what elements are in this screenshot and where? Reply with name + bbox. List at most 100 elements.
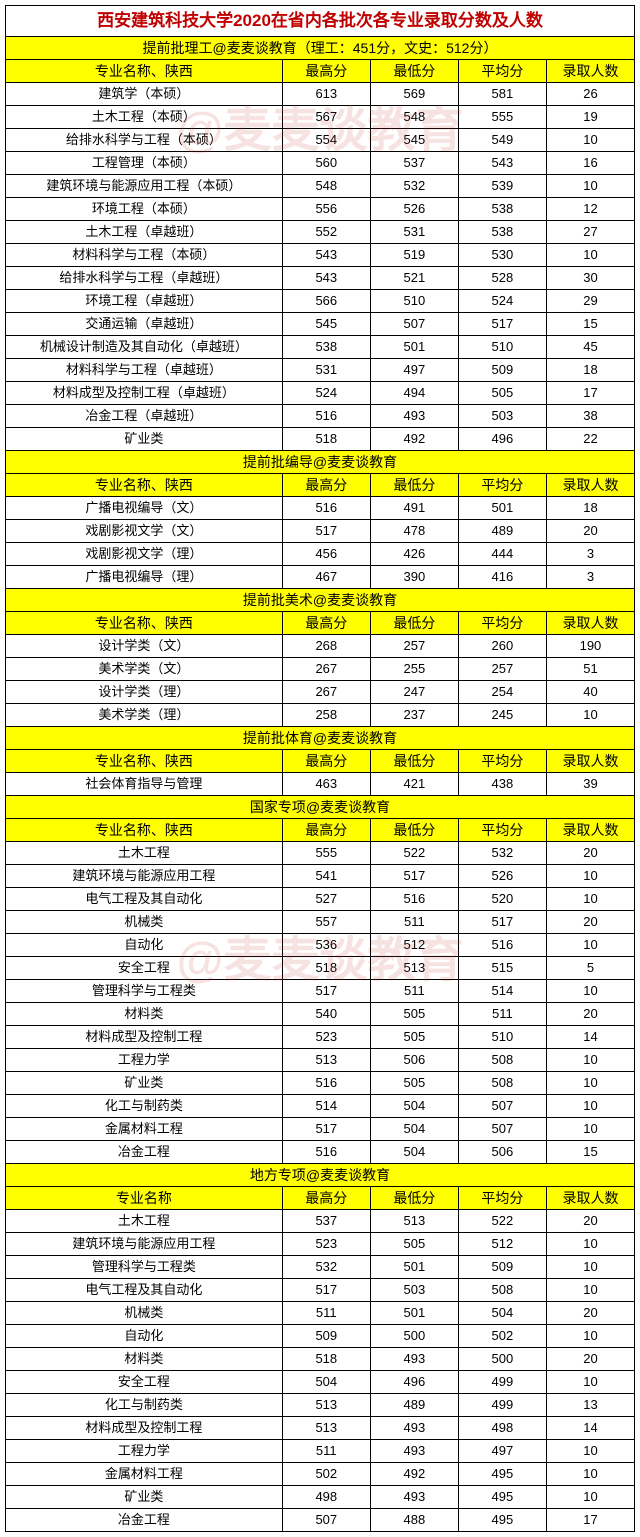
cell-min: 478: [370, 520, 458, 543]
col-header-avg: 平均分: [458, 612, 546, 635]
cell-max: 536: [282, 934, 370, 957]
cell-avg: 539: [458, 175, 546, 198]
cell-min: 513: [370, 1210, 458, 1233]
cell-count: 17: [546, 382, 634, 405]
cell-max: 555: [282, 842, 370, 865]
cell-avg: 504: [458, 1302, 546, 1325]
cell-major: 建筑环境与能源应用工程: [6, 865, 283, 888]
table-row: 材料科学与工程（本硕）54351953010: [6, 244, 635, 267]
col-header-max: 最高分: [282, 474, 370, 497]
cell-min: 511: [370, 980, 458, 1003]
cell-avg: 438: [458, 773, 546, 796]
cell-count: 20: [546, 1210, 634, 1233]
cell-avg: 444: [458, 543, 546, 566]
col-header-max: 最高分: [282, 819, 370, 842]
cell-major: 安全工程: [6, 957, 283, 980]
cell-min: 255: [370, 658, 458, 681]
cell-avg: 517: [458, 313, 546, 336]
cell-major: 电气工程及其自动化: [6, 1279, 283, 1302]
cell-min: 504: [370, 1095, 458, 1118]
cell-min: 537: [370, 152, 458, 175]
table-row: 电气工程及其自动化51750350810: [6, 1279, 635, 1302]
cell-count: 10: [546, 129, 634, 152]
table-row: 戏剧影视文学（理）4564264443: [6, 543, 635, 566]
col-header-min: 最低分: [370, 612, 458, 635]
cell-count: 10: [546, 1072, 634, 1095]
table-row: 安全工程5185135155: [6, 957, 635, 980]
cell-count: 15: [546, 1141, 634, 1164]
table-row: 冶金工程51650450615: [6, 1141, 635, 1164]
table-row: 材料类54050551120: [6, 1003, 635, 1026]
cell-max: 537: [282, 1210, 370, 1233]
section-header: 地方专项@麦麦谈教育: [6, 1164, 635, 1187]
cell-major: 电气工程及其自动化: [6, 888, 283, 911]
cell-max: 516: [282, 1072, 370, 1095]
col-header-name: 专业名称: [6, 1187, 283, 1210]
cell-avg: 505: [458, 382, 546, 405]
cell-count: 10: [546, 1256, 634, 1279]
cell-max: 511: [282, 1440, 370, 1463]
table-row: 材料类51849350020: [6, 1348, 635, 1371]
table-row: 化工与制药类51450450710: [6, 1095, 635, 1118]
cell-min: 493: [370, 1486, 458, 1509]
col-header-max: 最高分: [282, 1187, 370, 1210]
cell-min: 519: [370, 244, 458, 267]
cell-avg: 498: [458, 1417, 546, 1440]
cell-avg: 257: [458, 658, 546, 681]
cell-min: 531: [370, 221, 458, 244]
cell-max: 613: [282, 83, 370, 106]
table-row: 建筑环境与能源应用工程（本硕）54853253910: [6, 175, 635, 198]
cell-min: 488: [370, 1509, 458, 1532]
cell-major: 安全工程: [6, 1371, 283, 1394]
cell-max: 507: [282, 1509, 370, 1532]
table-row: 给排水科学与工程（卓越班）54352152830: [6, 267, 635, 290]
cell-avg: 522: [458, 1210, 546, 1233]
section-header: 提前批体育@麦麦谈教育: [6, 727, 635, 750]
cell-major: 材料类: [6, 1348, 283, 1371]
cell-count: 20: [546, 1003, 634, 1026]
cell-major: 材料成型及控制工程（卓越班）: [6, 382, 283, 405]
cell-max: 456: [282, 543, 370, 566]
table-row: 工程管理（本硕）56053754316: [6, 152, 635, 175]
cell-count: 40: [546, 681, 634, 704]
cell-max: 258: [282, 704, 370, 727]
cell-max: 513: [282, 1417, 370, 1440]
cell-min: 491: [370, 497, 458, 520]
col-header-min: 最低分: [370, 60, 458, 83]
cell-max: 532: [282, 1256, 370, 1279]
cell-avg: 508: [458, 1072, 546, 1095]
cell-count: 10: [546, 888, 634, 911]
cell-min: 497: [370, 359, 458, 382]
table-row: 机械类55751151720: [6, 911, 635, 934]
cell-min: 521: [370, 267, 458, 290]
cell-max: 518: [282, 957, 370, 980]
cell-min: 504: [370, 1141, 458, 1164]
cell-count: 10: [546, 1233, 634, 1256]
cell-min: 237: [370, 704, 458, 727]
cell-major: 建筑环境与能源应用工程（本硕）: [6, 175, 283, 198]
cell-max: 527: [282, 888, 370, 911]
cell-avg: 509: [458, 1256, 546, 1279]
col-header-count: 录取人数: [546, 750, 634, 773]
cell-min: 504: [370, 1118, 458, 1141]
cell-max: 513: [282, 1049, 370, 1072]
table-row: 建筑环境与能源应用工程54151752610: [6, 865, 635, 888]
cell-major: 设计学类（文）: [6, 635, 283, 658]
table-row: 工程力学51350650810: [6, 1049, 635, 1072]
cell-avg: 260: [458, 635, 546, 658]
cell-avg: 530: [458, 244, 546, 267]
cell-count: 12: [546, 198, 634, 221]
col-header-avg: 平均分: [458, 474, 546, 497]
table-row: 土木工程55552253220: [6, 842, 635, 865]
cell-avg: 515: [458, 957, 546, 980]
cell-avg: 489: [458, 520, 546, 543]
cell-major: 土木工程（本硕）: [6, 106, 283, 129]
table-row: 金属材料工程50249249510: [6, 1463, 635, 1486]
cell-avg: 495: [458, 1509, 546, 1532]
cell-count: 20: [546, 520, 634, 543]
cell-min: 500: [370, 1325, 458, 1348]
table-row: 土木工程（本硕）56754855519: [6, 106, 635, 129]
table-title: 西安建筑科技大学2020在省内各批次各专业录取分数及人数: [6, 6, 635, 37]
cell-min: 494: [370, 382, 458, 405]
table-row: 工程力学51149349710: [6, 1440, 635, 1463]
